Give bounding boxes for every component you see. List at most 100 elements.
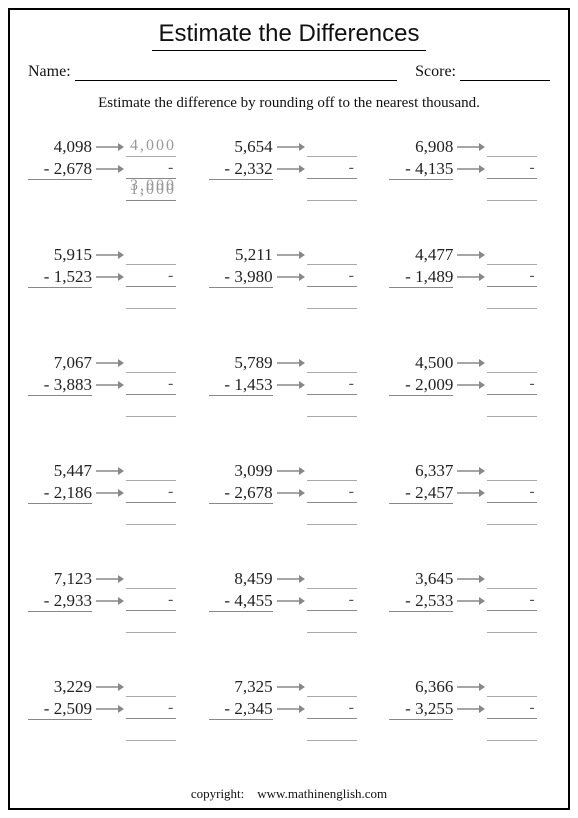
- answer-slot[interactable]: [307, 613, 357, 633]
- subtrahend: -2,009: [389, 375, 453, 396]
- rounded-subtrahend-slot[interactable]: -: [126, 375, 176, 395]
- arrow-icon: [457, 379, 485, 391]
- subtrahend: -3,883: [28, 375, 92, 396]
- rounded-minuend-slot[interactable]: 4,000: [126, 137, 176, 157]
- problem: 3,645-2,533-: [389, 568, 550, 634]
- minuend: 4,098: [28, 137, 92, 158]
- subtrahend: -1,523: [28, 267, 92, 288]
- rounded-subtrahend-slot[interactable]: -: [307, 159, 357, 179]
- rounded-minuend-slot[interactable]: [126, 461, 176, 481]
- answer-slot[interactable]: [487, 721, 537, 741]
- problem: 5,654-2,332-: [209, 136, 370, 202]
- subtrahend: -2,186: [28, 483, 92, 504]
- arrow-icon: [277, 163, 305, 175]
- minuend: 5,915: [28, 245, 92, 266]
- rounded-minuend-slot[interactable]: [487, 677, 537, 697]
- arrow-icon: [277, 465, 305, 477]
- rounded-subtrahend-slot[interactable]: -: [487, 375, 537, 395]
- rounded-subtrahend-slot[interactable]: -: [126, 699, 176, 719]
- rounded-minuend-slot[interactable]: [307, 461, 357, 481]
- name-input-line[interactable]: [75, 63, 397, 81]
- footer-site: www.mathinenglish.com: [257, 786, 387, 801]
- problem: 8,459-4,455-: [209, 568, 370, 634]
- rounded-subtrahend-slot[interactable]: -: [487, 159, 537, 179]
- spacer: [389, 407, 453, 408]
- arrow-icon: [96, 163, 124, 175]
- rounded-minuend-slot[interactable]: [307, 677, 357, 697]
- rounded-subtrahend-slot[interactable]: -: [487, 699, 537, 719]
- arrow-icon: [277, 703, 305, 715]
- rounded-minuend-slot[interactable]: [126, 569, 176, 589]
- example-answer: 1,000: [126, 181, 176, 201]
- rounded-minuend-slot[interactable]: [487, 569, 537, 589]
- rounded-minuend-slot[interactable]: [126, 353, 176, 373]
- answer-slot[interactable]: [487, 505, 537, 525]
- arrow-icon: [457, 163, 485, 175]
- arrow-icon: [96, 271, 124, 283]
- rounded-minuend-slot[interactable]: [487, 353, 537, 373]
- rounded-minuend-slot[interactable]: [487, 461, 537, 481]
- rounded-minuend-slot[interactable]: [126, 677, 176, 697]
- spacer: [389, 299, 453, 300]
- title-wrap: Estimate the Differences: [28, 20, 550, 51]
- answer-slot[interactable]: [307, 181, 357, 201]
- rounded-subtrahend-slot[interactable]: -: [307, 483, 357, 503]
- arrow-icon: [96, 573, 124, 585]
- answer-slot[interactable]: [307, 721, 357, 741]
- rounded-minuend-slot[interactable]: [307, 245, 357, 265]
- arrow-icon: [457, 681, 485, 693]
- arrow-icon: [457, 573, 485, 585]
- subtrahend: -1,453: [209, 375, 273, 396]
- page-title: Estimate the Differences: [152, 20, 425, 51]
- subtrahend: -4,455: [209, 591, 273, 612]
- subtrahend: -2,678: [28, 159, 92, 180]
- problems-grid: 4,0984,000-2,678-3,0001,0005,654-2,332-6…: [28, 136, 550, 742]
- rounded-subtrahend-slot[interactable]: -: [487, 483, 537, 503]
- spacer: [28, 515, 92, 516]
- answer-slot[interactable]: [126, 613, 176, 633]
- rounded-subtrahend-slot[interactable]: -3,000: [126, 159, 176, 179]
- name-label: Name:: [28, 63, 75, 81]
- problem: 4,477-1,489-: [389, 244, 550, 310]
- rounded-subtrahend-slot[interactable]: -: [126, 591, 176, 611]
- problem: 6,337-2,457-: [389, 460, 550, 526]
- answer-slot[interactable]: [126, 397, 176, 417]
- score-input-line[interactable]: [460, 63, 550, 81]
- answer-slot[interactable]: [307, 397, 357, 417]
- rounded-subtrahend-slot[interactable]: -: [126, 267, 176, 287]
- rounded-subtrahend-slot[interactable]: -: [307, 267, 357, 287]
- answer-slot[interactable]: [307, 505, 357, 525]
- arrow-icon: [96, 465, 124, 477]
- answer-slot[interactable]: [307, 289, 357, 309]
- spacer: [209, 299, 273, 300]
- minuend: 5,789: [209, 353, 273, 374]
- arrow-icon: [96, 703, 124, 715]
- arrow-icon: [277, 595, 305, 607]
- answer-slot[interactable]: [126, 721, 176, 741]
- minuend: 5,211: [209, 245, 273, 266]
- subtrahend: -2,457: [389, 483, 453, 504]
- rounded-minuend-slot[interactable]: [307, 569, 357, 589]
- subtrahend: -1,489: [389, 267, 453, 288]
- rounded-minuend-slot[interactable]: [307, 137, 357, 157]
- rounded-minuend-slot[interactable]: [487, 137, 537, 157]
- rounded-subtrahend-slot[interactable]: -: [126, 483, 176, 503]
- rounded-subtrahend-slot[interactable]: -: [487, 267, 537, 287]
- answer-slot[interactable]: [126, 289, 176, 309]
- rounded-minuend-slot[interactable]: [307, 353, 357, 373]
- rounded-minuend-slot[interactable]: [487, 245, 537, 265]
- answer-slot[interactable]: [487, 181, 537, 201]
- rounded-subtrahend-slot[interactable]: -: [307, 591, 357, 611]
- answer-slot[interactable]: [487, 613, 537, 633]
- rounded-subtrahend-slot[interactable]: -: [487, 591, 537, 611]
- spacer: [209, 731, 273, 732]
- answer-slot[interactable]: [487, 397, 537, 417]
- problem: 4,098 4,000 -2,678 -3,0001,000: [28, 136, 189, 202]
- arrow-icon: [277, 249, 305, 261]
- spacer: [209, 623, 273, 624]
- answer-slot[interactable]: [487, 289, 537, 309]
- answer-slot[interactable]: [126, 505, 176, 525]
- rounded-minuend-slot[interactable]: [126, 245, 176, 265]
- rounded-subtrahend-slot[interactable]: -: [307, 699, 357, 719]
- rounded-subtrahend-slot[interactable]: -: [307, 375, 357, 395]
